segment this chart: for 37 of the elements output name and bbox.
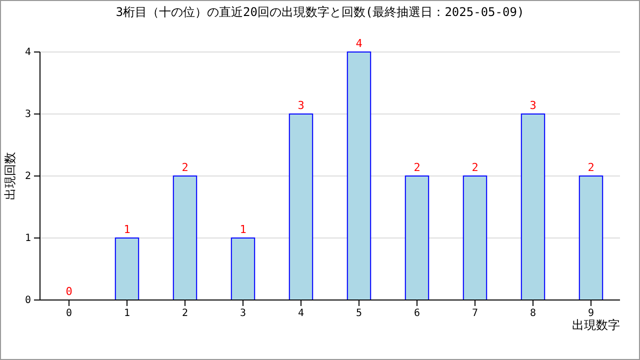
data-label: 3: [530, 99, 536, 112]
data-label: 2: [414, 161, 420, 174]
bar: [462, 176, 488, 300]
data-label: 2: [182, 161, 188, 174]
y-axis-title: 出現回数: [3, 152, 17, 200]
data-label: 4: [356, 37, 363, 50]
y-tick-label: 1: [24, 233, 31, 244]
x-tick-label: 1: [124, 308, 130, 320]
x-tick-label: 2: [182, 308, 188, 320]
data-label: 2: [472, 161, 478, 174]
x-tick-label: 9: [588, 308, 594, 320]
x-tick-label: 7: [472, 308, 478, 320]
bar: [114, 238, 140, 300]
y-tick-label: 2: [24, 171, 31, 182]
bar: [172, 176, 198, 300]
bar: [230, 238, 256, 300]
bar: [404, 176, 430, 300]
y-tick-label: 3: [24, 109, 31, 120]
data-label: 0: [66, 285, 72, 298]
x-tick-label: 4: [298, 308, 304, 320]
bar: [520, 114, 546, 300]
x-tick-label: 0: [66, 308, 72, 320]
x-tick-label: 5: [356, 308, 362, 320]
data-label: 3: [298, 99, 304, 112]
chart-title: 3桁目（十の位）の直近20回の出現数字と回数(最終抽選日：2025-05-09): [116, 5, 524, 19]
data-label: 2: [588, 161, 594, 174]
x-tick-label: 3: [240, 308, 246, 320]
data-label: 1: [124, 223, 130, 236]
bar: [346, 52, 372, 300]
y-tick-label: 0: [24, 295, 31, 306]
bar: [288, 114, 314, 300]
y-tick-label: 4: [24, 47, 31, 58]
data-label: 1: [240, 223, 246, 236]
bar: [578, 176, 604, 300]
x-tick-label: 6: [414, 308, 420, 320]
x-axis-title: 出現数字: [572, 318, 620, 332]
x-tick-label: 8: [530, 308, 536, 320]
